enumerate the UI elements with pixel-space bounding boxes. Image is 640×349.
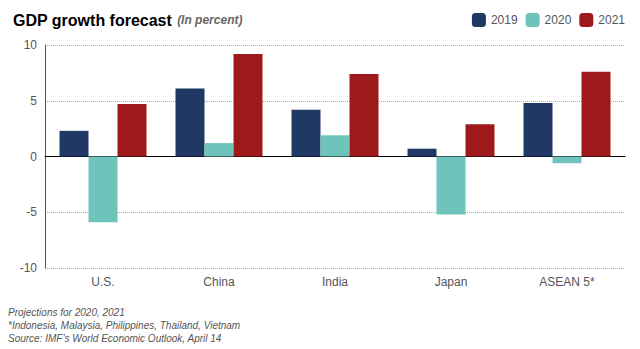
svg-text:China: China <box>203 275 235 289</box>
svg-text:India: India <box>322 275 348 289</box>
svg-text:GDP growth forecast: GDP growth forecast <box>13 12 173 29</box>
svg-text:ASEAN 5*: ASEAN 5* <box>539 275 595 289</box>
svg-text:U.S.: U.S. <box>91 275 114 289</box>
svg-text:2019: 2019 <box>491 13 518 27</box>
svg-text:2021: 2021 <box>598 13 625 27</box>
svg-text:(In percent): (In percent) <box>177 13 242 27</box>
svg-text:5: 5 <box>30 94 37 108</box>
svg-text:2020: 2020 <box>545 13 572 27</box>
svg-text:10: 10 <box>24 38 38 52</box>
svg-text:*Indonesia, Malaysia, Philippi: *Indonesia, Malaysia, Philippines, Thail… <box>8 320 240 331</box>
svg-text:Source: IMF’s World Economic O: Source: IMF’s World Economic Outlook, Ap… <box>8 333 222 344</box>
svg-text:-5: -5 <box>26 205 37 219</box>
svg-text:0: 0 <box>30 150 37 164</box>
svg-text:Projections for 2020, 2021: Projections for 2020, 2021 <box>8 307 125 318</box>
svg-text:-10: -10 <box>20 261 38 275</box>
svg-text:Japan: Japan <box>435 275 468 289</box>
